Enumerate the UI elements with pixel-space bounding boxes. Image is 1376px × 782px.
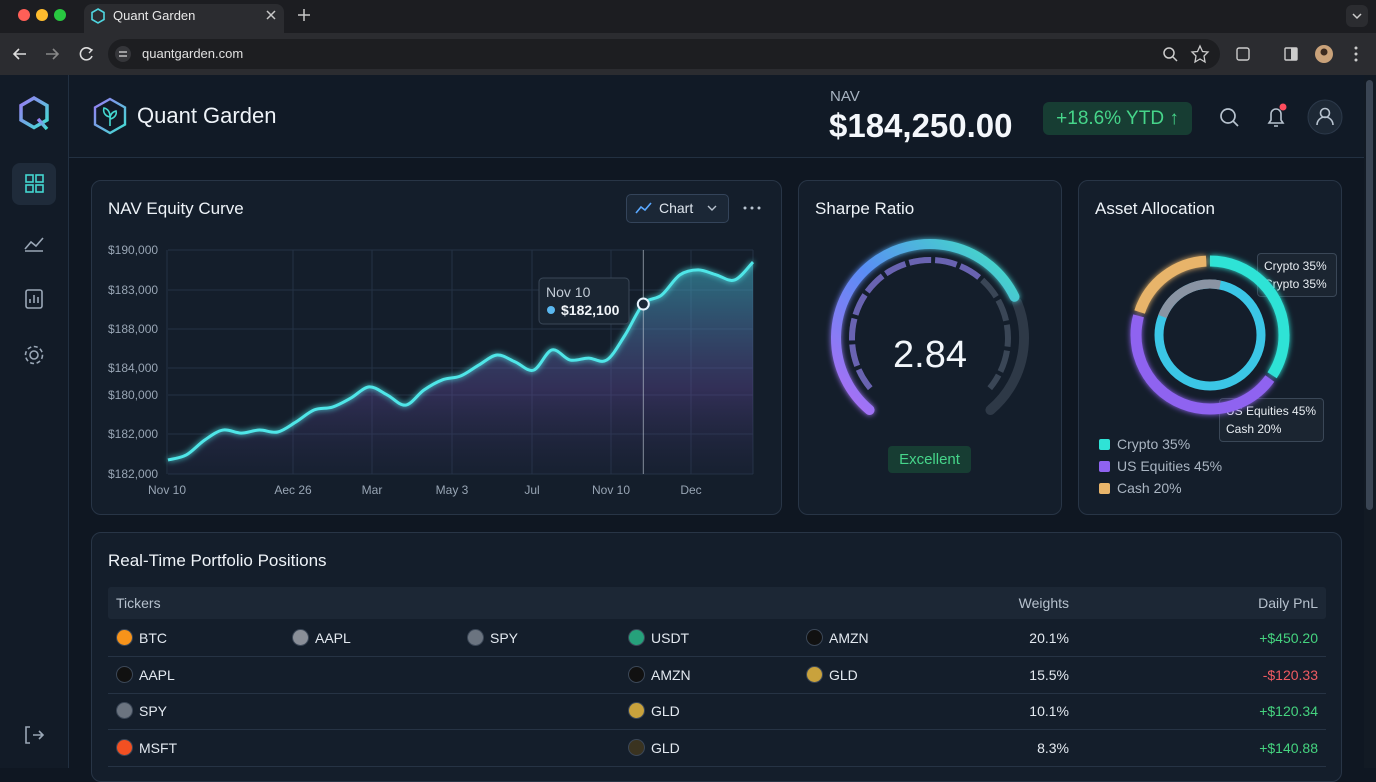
row-divider [108, 765, 1326, 767]
ytd-badge: +18.6% YTD ↑ [1043, 102, 1192, 135]
weight: 8.3% [1037, 739, 1069, 756]
row-divider [108, 656, 1326, 657]
ticker-symbol: GLD [651, 703, 680, 719]
ticker-icon [467, 629, 484, 646]
view-caret [707, 205, 717, 211]
header-actions[interactable] [1215, 98, 1345, 136]
ticker-symbol: AAPL [315, 630, 351, 646]
weight: 15.5% [1029, 666, 1069, 683]
ticker-icon [116, 665, 133, 683]
ticker-symbol: AMZN [651, 666, 691, 683]
tab-title: Quant Garden [113, 8, 196, 23]
ticker-icon [628, 665, 645, 683]
column-header: Tickers [116, 595, 161, 611]
ticker-symbol: USDT [651, 630, 690, 646]
ticker-icon [116, 629, 133, 646]
new-tab[interactable] [296, 7, 312, 23]
browser-tab[interactable] [84, 4, 284, 33]
positions-title: Real-Time Portfolio Positions [108, 551, 327, 570]
row-divider [108, 729, 1326, 730]
positions-card [91, 532, 1342, 782]
daily-pnl: +$140.88 [1259, 739, 1318, 756]
equity-title: NAV Equity Curve [108, 199, 244, 218]
nav-label: NAV [830, 88, 860, 105]
view-icon [635, 202, 652, 214]
ticker-icon [116, 702, 133, 719]
row-divider [108, 692, 1326, 694]
column-header: Daily PnL [1258, 595, 1318, 611]
view-button-label: Chart [659, 200, 694, 216]
ticker-symbol: AAPL [139, 666, 175, 683]
ticker-symbol: MSFT [139, 739, 178, 756]
ticker-symbol: AMZN [829, 630, 869, 646]
nav-value: $184,250.00 [829, 107, 1013, 144]
weight: 10.1% [1029, 703, 1069, 719]
column-header: Weights [1018, 595, 1069, 611]
daily-pnl: +$120.34 [1259, 703, 1318, 719]
callout-text: Crypto 35% [1264, 277, 1327, 291]
callout-text: Crypto 35% [1264, 259, 1327, 273]
url: quantgarden.com [142, 46, 244, 61]
sharpe-title: Sharpe Ratio [815, 199, 915, 218]
site-info[interactable] [114, 45, 132, 63]
sharpe-value: 2.84 [893, 334, 967, 376]
tab-favicon [91, 8, 105, 24]
ticker-symbol: GLD [651, 739, 680, 756]
toolbar-icons[interactable] [1160, 44, 1370, 64]
ticker-icon [628, 738, 645, 756]
daily-pnl: +$450.20 [1259, 630, 1318, 646]
ticker-symbol: SPY [139, 703, 168, 719]
brand-name: Quant Garden [137, 103, 277, 128]
more-menu[interactable] [742, 203, 762, 213]
equity-card [91, 180, 782, 515]
callout-text: Cash 20% [1226, 422, 1282, 436]
allocation-title: Asset Allocation [1095, 199, 1216, 218]
ticker-symbol: SPY [490, 630, 519, 646]
ticker-icon [806, 665, 823, 683]
ticker-symbol: BTC [139, 630, 167, 646]
allocation-card [1078, 180, 1342, 515]
scrollbar-thumb[interactable] [1366, 80, 1373, 510]
tab-close[interactable] [264, 8, 278, 22]
daily-pnl: -$120.33 [1262, 666, 1318, 683]
ticker-icon [292, 629, 309, 646]
ticker-icon [806, 629, 823, 646]
callout-text: US Equities 45% [1226, 404, 1317, 418]
sidebar-icons [12, 95, 56, 744]
address-bar[interactable] [108, 39, 1220, 69]
ticker-icon [116, 738, 133, 756]
weight: 20.1% [1029, 630, 1069, 646]
nav-buttons[interactable] [10, 44, 100, 64]
ticker-icon [628, 629, 645, 646]
table-header [108, 587, 1326, 619]
sharpe-rating: Excellent [888, 446, 971, 473]
brand-logo [93, 97, 127, 135]
tab-menu[interactable] [1346, 5, 1368, 27]
ticker-symbol: GLD [829, 666, 858, 683]
window-controls [18, 9, 66, 21]
ticker-icon [628, 702, 645, 719]
